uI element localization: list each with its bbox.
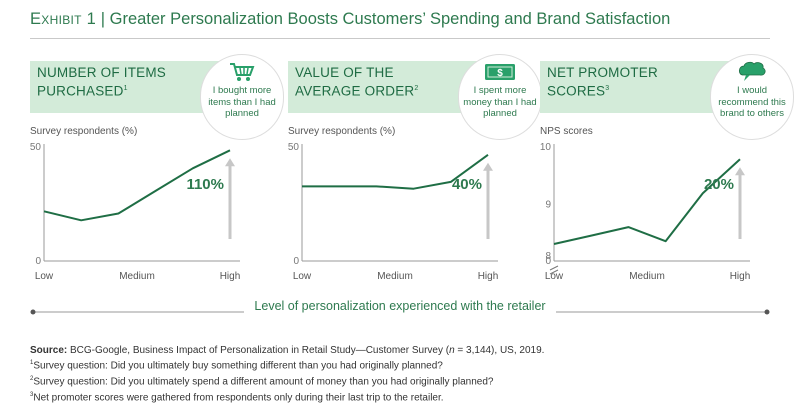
banner-title-text: Value of the average order xyxy=(295,65,415,99)
line-chart-average-order: Survey respondents (%) 50 0 Low Medium High 40… xyxy=(288,126,499,282)
source-line: Source: BCG-Google, Business Impact of P… xyxy=(30,344,544,357)
footnote-3: 3Net promoter scores were gathered from … xyxy=(30,389,544,405)
line-chart-net-promoter: NPS scores 10 0 9 8 Low Medium High 20% xyxy=(540,126,751,282)
y-axis-title: NPS scores xyxy=(540,126,593,137)
source-text-end: = 3,144), US, 2019. xyxy=(454,345,545,356)
callout-label: 110% xyxy=(186,176,224,193)
footnote-mark: 2 xyxy=(414,85,419,92)
speech-bubble-icon xyxy=(738,61,766,81)
y-tick-label-top: 10 xyxy=(540,142,551,153)
band-dot-left xyxy=(30,309,36,315)
banner-title: Number of items purchased1 xyxy=(37,65,197,100)
x-tick-label: Low xyxy=(293,271,312,282)
footnote-text: Survey question: Did you ultimately buy … xyxy=(33,360,443,372)
x-tick-label: High xyxy=(220,271,241,282)
series-line xyxy=(302,153,489,190)
band-dot-right xyxy=(764,309,770,315)
x-axis-caption-text: Level of personalization experienced wit… xyxy=(244,299,556,313)
banner-title: Value of the average order2 xyxy=(295,65,455,100)
quote-bubble: I bought more items than I had planned xyxy=(200,54,284,140)
footnote-text: Survey question: Did you ultimately spen… xyxy=(33,376,494,388)
title-rule xyxy=(30,38,770,39)
quote-bubble: I would recommend this brand to others xyxy=(710,54,794,140)
dollar-bill-icon: $ xyxy=(485,64,515,80)
y-tick-label-low: 8 xyxy=(545,251,551,262)
y-tick-label-top: 50 xyxy=(288,142,299,153)
exhibit-label: Exhibit 1 xyxy=(30,10,97,28)
callout-arrow-head xyxy=(225,158,235,167)
shopping-cart-icon xyxy=(230,63,255,81)
page-title: Greater Personalization Boosts Customers… xyxy=(109,10,671,28)
series-line xyxy=(553,158,741,245)
axis-break-mark xyxy=(549,265,559,271)
y-tick-label-bottom: 0 xyxy=(35,256,41,267)
banner-title: Net promoter scores3 xyxy=(547,65,707,100)
x-axis-caption: Level of personalization experienced wit… xyxy=(0,299,800,313)
quote-bubble: $ I spent more money than I had planned xyxy=(458,54,542,140)
x-tick-label: Low xyxy=(545,271,564,282)
footnote-mark: 3 xyxy=(605,85,610,92)
bubble-text: I spent more money than I had planned xyxy=(463,85,537,119)
footnote-text: Net promoter scores were gathered from r… xyxy=(33,391,444,403)
callout-label: 20% xyxy=(704,176,734,193)
footnote-mark: 3 xyxy=(30,391,34,398)
banner-title-text: Number of items purchased xyxy=(37,65,167,99)
panel-items-purchased: Number of items purchased1 I bought more… xyxy=(30,54,284,286)
line-chart-items-purchased: Survey respondents (%) 50 0 Low Medium High 11… xyxy=(30,126,241,282)
y-axis-title: Survey respondents (%) xyxy=(30,126,137,137)
x-tick-label: High xyxy=(730,271,751,282)
y-tick-label-bottom: 0 xyxy=(293,256,299,267)
y-tick-label-mid: 9 xyxy=(545,200,551,211)
footnote-mark: 1 xyxy=(123,85,128,92)
y-tick-label-top: 50 xyxy=(30,142,41,153)
callout-arrow-head xyxy=(735,167,745,176)
series-line xyxy=(43,149,231,222)
sample-size-symbol: n xyxy=(449,345,455,356)
x-tick-label: Medium xyxy=(119,271,155,282)
y-tick-label-bottom: 0 xyxy=(545,256,551,267)
axis-break-mark xyxy=(549,269,559,275)
footnote-mark: 2 xyxy=(30,375,34,382)
x-tick-label: High xyxy=(478,271,499,282)
banner-title-text: Net promoter scores xyxy=(547,65,658,99)
footnote-mark: 1 xyxy=(30,360,34,367)
source-text: BCG-Google, Business Impact of Personali… xyxy=(70,345,450,356)
svg-text:$: $ xyxy=(497,68,503,79)
y-axis-title: Survey respondents (%) xyxy=(288,126,395,137)
footnote-1: 1Survey question: Did you ultimately buy… xyxy=(30,357,544,373)
footnote-2: 2Survey question: Did you ultimately spe… xyxy=(30,373,544,389)
exhibit-title: Exhibit 1 | Greater Personalization Boos… xyxy=(30,10,670,29)
source-notes: Source: BCG-Google, Business Impact of P… xyxy=(30,344,544,404)
bubble-text: I bought more items than I had planned xyxy=(208,85,276,119)
panel-average-order: Value of the average order2 $ I spent mo… xyxy=(288,54,542,286)
x-tick-label: Low xyxy=(35,271,54,282)
callout-arrow-head xyxy=(483,162,493,171)
x-tick-label: Medium xyxy=(629,271,665,282)
x-tick-label: Medium xyxy=(377,271,413,282)
source-label: Source: xyxy=(30,345,68,356)
title-separator: | xyxy=(96,10,110,28)
bubble-text: I would recommend this brand to others xyxy=(718,85,786,119)
panel-net-promoter: Net promoter scores3 I would recommend t… xyxy=(540,54,794,286)
callout-label: 40% xyxy=(452,176,482,193)
